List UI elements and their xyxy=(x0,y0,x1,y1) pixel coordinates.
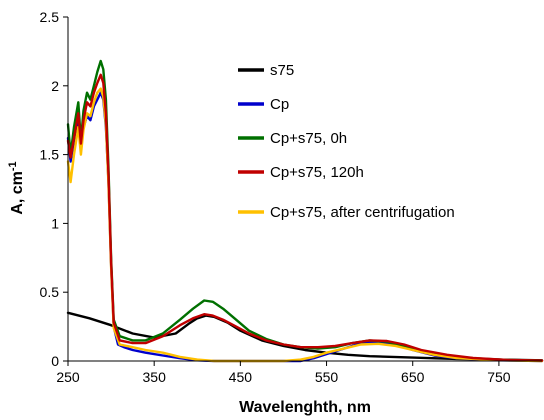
x-tick-label: 250 xyxy=(56,369,80,385)
legend-label: s75 xyxy=(270,62,294,79)
series-layer xyxy=(66,59,544,363)
y-tick-label: 1 xyxy=(51,215,59,231)
x-tick-label: 750 xyxy=(487,369,511,385)
legend-label: Cp xyxy=(270,96,289,113)
x-tick-label: 350 xyxy=(143,369,167,385)
y-tick-label: 2.5 xyxy=(40,9,60,25)
legend: s75 Cp Cp+s75, 0h Cp+s75, 120h Cp+s75, after… xyxy=(238,62,455,221)
y-tick-label: 0.5 xyxy=(40,284,60,300)
legend-label: Cp+s75, after centrifugation xyxy=(270,204,455,221)
series-line xyxy=(66,311,544,362)
legend-label: Cp+s75, 0h xyxy=(270,130,347,147)
x-tick-label: 550 xyxy=(315,369,339,385)
series-line xyxy=(66,87,544,363)
y-axis-title-main: A, cm xyxy=(9,171,26,215)
y-axis-title: A, cm-1 xyxy=(7,161,26,214)
series-line xyxy=(66,73,544,362)
y-ticks: 0 0.5 1 1.5 2 2.5 xyxy=(40,9,68,369)
x-tick-label: 450 xyxy=(229,369,253,385)
x-ticks: 250 350 450 550 650 750 xyxy=(56,361,511,385)
x-tick-label: 650 xyxy=(401,369,425,385)
y-tick-label: 0 xyxy=(51,353,59,369)
legend-label: Cp+s75, 120h xyxy=(270,164,364,181)
y-tick-label: 2 xyxy=(51,78,59,94)
y-axis-title-superscript: -1 xyxy=(7,161,19,171)
y-tick-label: 1.5 xyxy=(40,147,60,163)
x-axis-title: Wavelenghth, nm xyxy=(239,399,371,416)
